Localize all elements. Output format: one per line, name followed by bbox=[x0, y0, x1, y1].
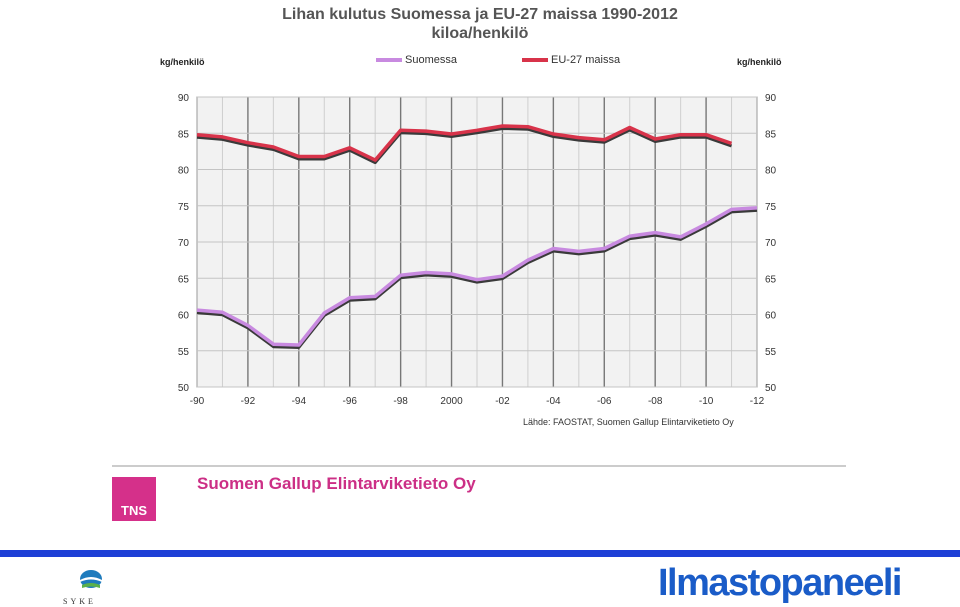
x-tick-label: -12 bbox=[750, 396, 765, 407]
x-tick-label: -02 bbox=[495, 396, 510, 407]
y-tick-label-right: 70 bbox=[765, 238, 777, 249]
y-tick-label-right: 60 bbox=[765, 311, 777, 322]
y-tick-label-right: 55 bbox=[765, 347, 777, 358]
syke-logo bbox=[80, 570, 102, 588]
y-tick-label-left: 90 bbox=[178, 93, 190, 104]
series-line-shadow-eu bbox=[196, 127, 732, 165]
x-tick-label: -92 bbox=[241, 396, 256, 407]
y-tick-label-right: 80 bbox=[765, 166, 777, 177]
series-line-suomessa bbox=[196, 206, 758, 347]
x-tick-label: -04 bbox=[546, 396, 561, 407]
y-axis-unit-left: kg/henkilö bbox=[160, 57, 205, 67]
x-tick-label: 2000 bbox=[440, 396, 463, 407]
legend-label-suomessa: Suomessa bbox=[405, 54, 457, 66]
series-line-eu bbox=[196, 124, 733, 162]
y-tick-label-left: 75 bbox=[178, 202, 190, 213]
y-tick-label-left: 80 bbox=[178, 166, 190, 177]
legend-swatch-suomessa bbox=[376, 58, 402, 62]
y-tick-label-left: 70 bbox=[178, 238, 190, 249]
y-tick-label-right: 65 bbox=[765, 274, 777, 285]
x-tick-label: -06 bbox=[597, 396, 612, 407]
x-tick-label: -10 bbox=[699, 396, 714, 407]
y-tick-label-left: 60 bbox=[178, 311, 190, 322]
y-tick-label-left: 55 bbox=[178, 347, 190, 358]
series-line-shadow-suomessa bbox=[196, 208, 758, 349]
x-tick-label: -08 bbox=[648, 396, 663, 407]
legend-swatch-eu bbox=[522, 58, 548, 62]
footer-accent-bar bbox=[0, 550, 960, 557]
x-tick-label: -90 bbox=[190, 396, 205, 407]
source-note: Lähde: FAOSTAT, Suomen Gallup Elintarvik… bbox=[523, 417, 734, 427]
y-tick-label-left: 85 bbox=[178, 129, 190, 140]
legend-label-eu: EU-27 maissa bbox=[551, 54, 621, 66]
chart-title: Lihan kulutus Suomessa ja EU-27 maissa 1… bbox=[282, 6, 678, 23]
y-tick-label-right: 90 bbox=[765, 93, 777, 104]
chart-subtitle: kiloa/henkilö bbox=[431, 25, 529, 42]
legend-item-suomessa: Suomessa bbox=[376, 54, 457, 66]
y-tick-label-left: 50 bbox=[178, 383, 190, 394]
divider bbox=[112, 465, 846, 467]
x-tick-label: -98 bbox=[393, 396, 408, 407]
y-tick-label-right: 75 bbox=[765, 202, 777, 213]
tns-logo: TNS bbox=[112, 477, 156, 521]
syke-logo-text: SYKE bbox=[63, 597, 96, 606]
x-tick-label: -96 bbox=[343, 396, 358, 407]
x-tick-label: -94 bbox=[292, 396, 307, 407]
y-axis-unit-right: kg/henkilö bbox=[737, 57, 782, 67]
ilmastopaneeli-logo: Ilmastopaneeli bbox=[658, 562, 902, 604]
y-tick-label-right: 50 bbox=[765, 383, 777, 394]
y-tick-label-right: 85 bbox=[765, 129, 777, 140]
y-tick-label-left: 65 bbox=[178, 274, 190, 285]
legend-item-eu: EU-27 maissa bbox=[522, 54, 620, 66]
company-name: Suomen Gallup Elintarviketieto Oy bbox=[197, 474, 476, 493]
